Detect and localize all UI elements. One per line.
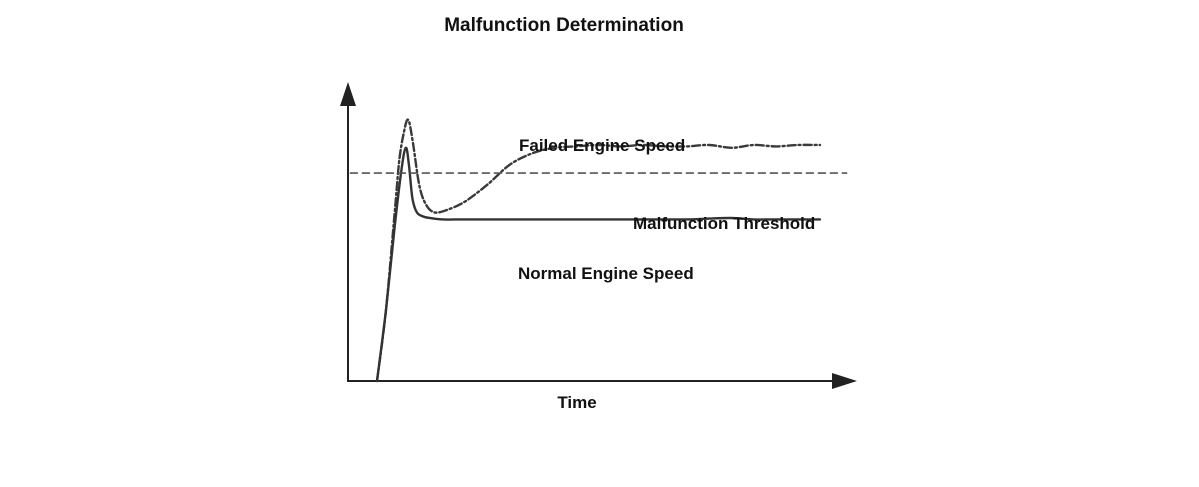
annotation-normal-engine-speed: Normal Engine Speed xyxy=(518,264,694,283)
x-axis-label: Time xyxy=(557,393,596,412)
y-axis xyxy=(340,82,356,381)
series-layer xyxy=(349,118,848,383)
series-line-failed-engine-speed xyxy=(375,118,822,383)
x-axis xyxy=(347,373,857,389)
y-axis-arrow-icon xyxy=(340,82,356,106)
x-axis-arrow-icon xyxy=(832,373,857,389)
annotation-failed-engine-speed: Failed Engine Speed xyxy=(519,136,685,155)
chart-title: Malfunction Determination xyxy=(444,15,684,36)
series-line-normal-engine-speed xyxy=(375,146,822,383)
annotation-malfunction-threshold: Malfunction Threshold xyxy=(633,214,815,233)
